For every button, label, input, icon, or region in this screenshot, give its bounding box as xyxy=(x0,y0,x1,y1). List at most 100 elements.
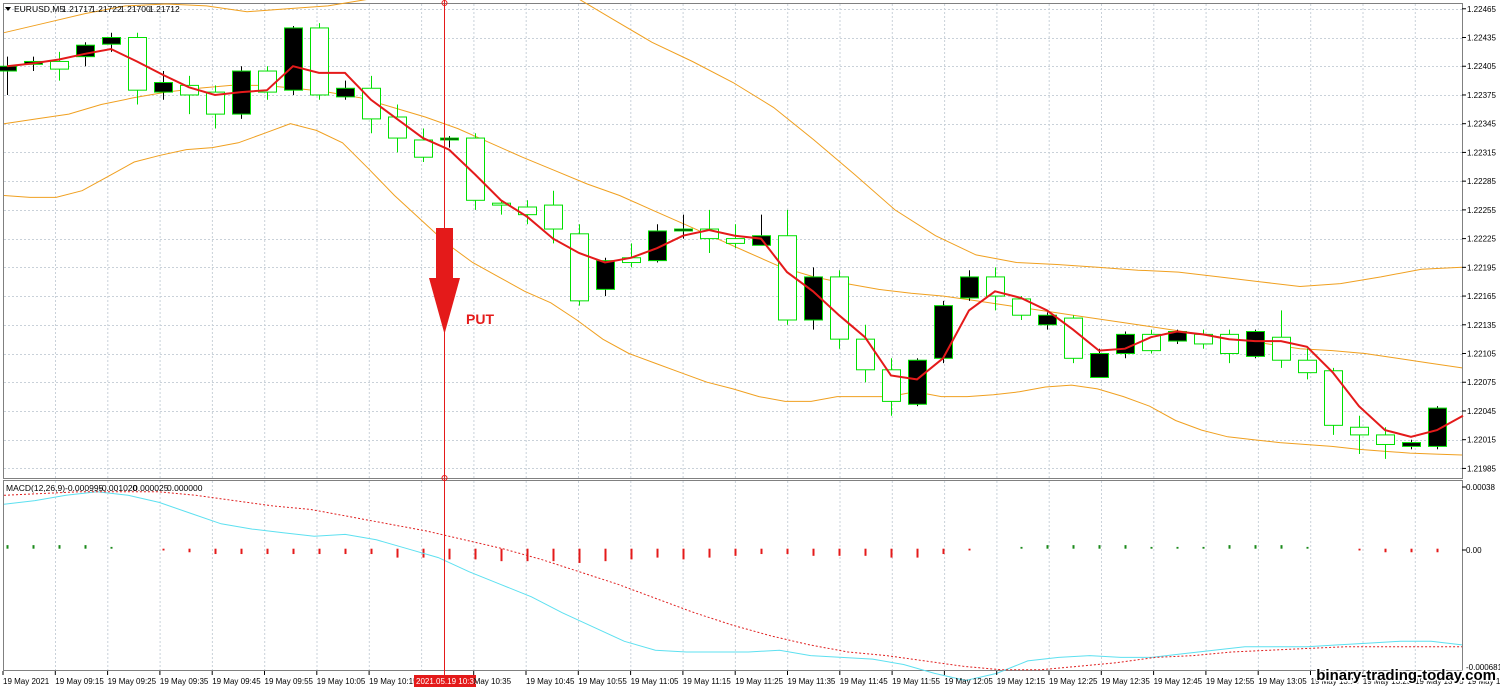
candle-body xyxy=(544,204,563,230)
candle xyxy=(544,190,563,244)
candle xyxy=(206,85,225,129)
price-tick-label: 1.22255 xyxy=(1467,206,1496,215)
time-tick-label: 19 May 13:15 xyxy=(1311,677,1360,686)
candle-body xyxy=(674,228,693,232)
price-tick-label: 1.22435 xyxy=(1467,34,1496,43)
time-tick-label: 19 May 11:45 xyxy=(840,677,888,686)
macd-value-4: 0.000000 xyxy=(167,483,203,493)
macd-value-2: -0.001020 xyxy=(99,483,138,493)
candle-body xyxy=(336,87,355,98)
candle xyxy=(492,200,511,215)
macd-axis-zero: 0.00 xyxy=(1466,546,1482,555)
price-tick-label: 1.22195 xyxy=(1467,263,1496,272)
price-tick-label: 1.22015 xyxy=(1467,436,1496,445)
watermark: binary-trading-today.com xyxy=(1316,667,1496,684)
candle xyxy=(986,267,1005,311)
candle-body xyxy=(908,359,927,405)
time-tick-label: 19 May 11:35 xyxy=(788,677,836,686)
candle xyxy=(284,26,303,95)
time-axis[interactable]: 19 May 2021 19 May 09:15 19 May 09:25 19 Ma… xyxy=(2,671,1500,687)
lower-band-line xyxy=(3,123,1463,456)
candle-body xyxy=(1116,333,1135,355)
macd-indicator xyxy=(3,491,1463,682)
candle-body xyxy=(934,305,953,359)
candle-body xyxy=(830,276,849,340)
candle xyxy=(1402,439,1421,450)
time-highlight-label: 2021.05.19 10:30 xyxy=(416,677,479,686)
candle-body xyxy=(1298,359,1317,374)
candle xyxy=(648,224,667,263)
candle-body xyxy=(310,27,329,96)
triangle-down-icon[interactable] xyxy=(5,7,11,11)
macd-value-1: -0.000995 xyxy=(65,483,104,493)
put-label: PUT xyxy=(466,311,494,327)
candle xyxy=(1038,312,1057,330)
price-tick-label: 1.22405 xyxy=(1467,62,1496,71)
ohlc-close: 1.21712 xyxy=(149,4,180,14)
candle-body xyxy=(206,91,225,115)
price-tick-label: 1.22165 xyxy=(1467,292,1496,301)
time-tick-label: 19 May 11:25 xyxy=(735,677,783,686)
macd-axis: 0.00038 0.00 -0.000681 xyxy=(1462,483,1500,672)
price-axis[interactable]: 1.22465 1.22435 1.22405 1.22375 1.22345 1.223… xyxy=(1462,5,1496,474)
candle xyxy=(596,257,615,297)
time-tick-label: 19 May 09:35 xyxy=(160,677,209,686)
candle-body xyxy=(466,137,485,201)
candle xyxy=(128,32,147,105)
time-marker-handle-top[interactable] xyxy=(441,0,448,6)
candle xyxy=(960,270,979,301)
time-tick-label: 19 May 09:25 xyxy=(108,677,157,686)
time-tick-label: 19 May 13: xyxy=(1467,677,1500,686)
candle xyxy=(1298,348,1317,380)
candle-body xyxy=(1402,442,1421,447)
candle xyxy=(1064,315,1083,364)
candle-body xyxy=(50,60,69,70)
candle xyxy=(1376,427,1395,459)
macd-main-line xyxy=(3,491,1463,682)
price-tick-label: 1.22465 xyxy=(1467,5,1496,14)
put-arrow-icon xyxy=(429,228,460,334)
macd-value-3: 0.000025 xyxy=(133,483,169,493)
macd-header: MACD(12,26,9) -0.000995 -0.001020 0.0000… xyxy=(6,483,203,493)
moving-average-line xyxy=(6,47,1464,438)
candle xyxy=(830,270,849,349)
ohlc-open: 1.21717 xyxy=(62,4,93,14)
price-tick-label: 1.22075 xyxy=(1467,378,1496,387)
candle-body xyxy=(414,139,433,158)
price-tick-label: 1.22285 xyxy=(1467,177,1496,186)
candle xyxy=(440,136,459,148)
candle-body xyxy=(128,37,147,91)
macd-axis-bottom: -0.000681 xyxy=(1466,663,1500,672)
price-tick-label: 1.22345 xyxy=(1467,120,1496,129)
candle-body xyxy=(1090,353,1109,378)
candle xyxy=(778,209,797,325)
candle xyxy=(570,224,589,306)
price-tick-label: 1.22315 xyxy=(1467,148,1496,157)
time-tick-label: 19 May 10:05 xyxy=(317,677,366,686)
candle-body xyxy=(284,27,303,91)
candle-body xyxy=(596,260,615,290)
candle xyxy=(882,358,901,416)
time-tick-label: 19 May 11:15 xyxy=(683,677,731,686)
chart-header: EURUSD,M5 1.21717 1.21722 1.21700 1.2171… xyxy=(5,4,180,14)
candle xyxy=(908,358,927,407)
ma-path xyxy=(6,47,1464,438)
time-tick-label: 19 May 12:15 xyxy=(997,677,1046,686)
candle-body xyxy=(726,238,745,244)
candle xyxy=(1090,348,1109,378)
candle-body xyxy=(1246,330,1265,357)
candle xyxy=(414,128,433,162)
candle-body xyxy=(1376,434,1395,445)
candle-body xyxy=(102,37,121,45)
time-tick-label: 19 May 12:35 xyxy=(1101,677,1150,686)
time-tick-label: 19 May 10:15 xyxy=(369,677,418,686)
time-marker-handle[interactable] xyxy=(441,475,448,481)
time-tick-label: 19 May 13:25 xyxy=(1363,677,1412,686)
time-tick-label: 19 May 12:05 xyxy=(944,677,993,686)
macd-pane-frame xyxy=(3,480,1463,671)
time-tick-label: May 10:35 xyxy=(474,677,512,686)
candle-body xyxy=(1428,407,1447,447)
candle xyxy=(1324,367,1343,435)
